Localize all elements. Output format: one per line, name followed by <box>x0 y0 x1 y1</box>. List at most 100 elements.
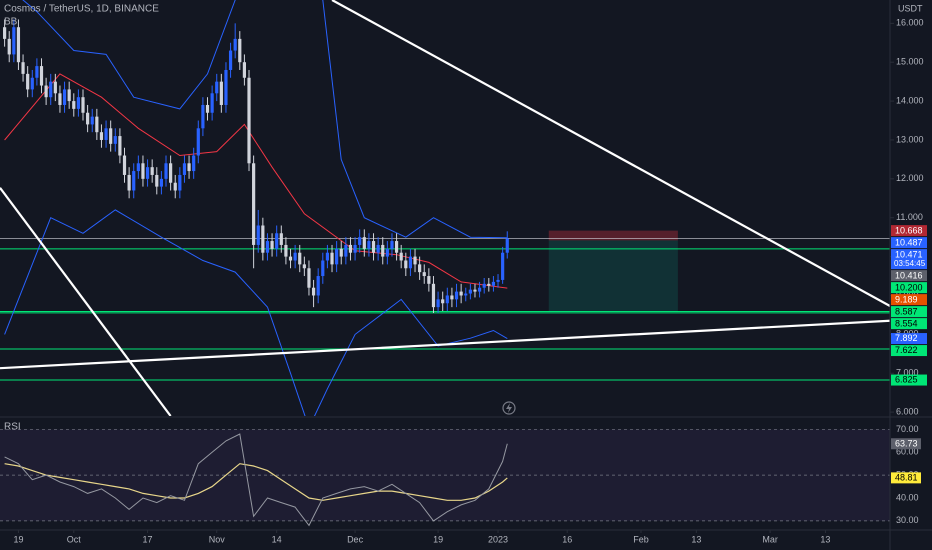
candle-body <box>187 163 191 172</box>
candle-body <box>3 27 7 39</box>
price-label-bg <box>891 282 927 294</box>
candle-body <box>76 97 80 109</box>
candle-body <box>136 163 140 172</box>
rsi-tick-label: 40.00 <box>896 492 919 502</box>
candle-body <box>505 238 509 253</box>
y-tick-label: 13.000 <box>896 134 924 144</box>
x-tick-label: 13 <box>820 534 830 544</box>
candle-body <box>118 136 122 156</box>
symbol-title: Cosmos / TetherUS, 1D, BINANCE <box>4 4 159 15</box>
x-tick-label: Oct <box>67 534 82 544</box>
candle-body <box>335 248 339 265</box>
candle-body <box>477 287 482 292</box>
candle-body <box>164 163 168 179</box>
candle-body <box>169 163 173 183</box>
price-label-bg <box>891 333 927 345</box>
candle-body <box>39 66 44 86</box>
candle-body <box>178 174 182 191</box>
candle-body <box>358 237 362 245</box>
trend-line <box>0 319 890 370</box>
candle-body <box>441 299 445 304</box>
price-label-bg <box>891 249 927 270</box>
price-pane <box>0 0 890 416</box>
candle-body <box>16 27 21 63</box>
candle-body <box>192 155 196 172</box>
rsi-label: 63.73 <box>895 439 918 449</box>
candle-body <box>205 104 210 113</box>
overlay-line <box>4 73 508 289</box>
y-tick-label: 6.000 <box>896 406 919 416</box>
candle-body <box>302 264 306 269</box>
candle-body <box>445 295 449 304</box>
candle-body <box>399 252 403 261</box>
candle-body <box>122 155 127 175</box>
candle-body <box>21 62 25 74</box>
price-label: 9.189 <box>895 294 918 304</box>
candle-body <box>431 283 436 308</box>
alert-icon[interactable] <box>502 401 516 415</box>
candle-body <box>238 38 242 63</box>
candle-body <box>215 81 219 94</box>
x-tick-label: 17 <box>143 534 153 544</box>
price-label: 10.200 <box>895 282 923 292</box>
candle-body <box>408 256 413 269</box>
rsi-title: RSI <box>4 422 21 433</box>
rsi-label: 48.81 <box>895 473 918 483</box>
candle-body <box>159 178 163 187</box>
candle-body <box>422 272 426 277</box>
price-label: 10.668 <box>895 225 923 235</box>
candle-body <box>233 38 237 51</box>
candle-body <box>450 295 454 300</box>
candle-body <box>196 128 200 156</box>
candle-body <box>53 81 57 94</box>
candle-body <box>418 264 422 273</box>
candle-body <box>261 225 265 253</box>
price-label: 7.622 <box>895 345 918 355</box>
overlay-line <box>22 0 508 239</box>
candle-body <box>210 93 214 113</box>
price-label: 8.587 <box>895 306 918 316</box>
icon-bolt[interactable] <box>506 403 512 413</box>
candle-body <box>86 112 90 125</box>
candle-body <box>58 93 62 105</box>
candle-body <box>468 289 472 294</box>
candle-body <box>459 291 463 296</box>
price-label-bg <box>891 318 927 330</box>
rsi-line <box>4 433 508 527</box>
candle-body <box>367 241 371 249</box>
y-tick-label: 12.000 <box>896 173 924 183</box>
candle-body <box>62 89 67 105</box>
price-label-bg <box>891 345 927 357</box>
x-tick-label: Nov <box>209 534 226 544</box>
candle-body <box>344 244 348 257</box>
candle-body <box>298 252 302 265</box>
y-tick-label: 16.000 <box>896 18 924 28</box>
candle-body <box>7 38 11 55</box>
rsi-ma-line <box>4 463 508 501</box>
candle-body <box>394 241 399 253</box>
candle-body <box>265 241 270 253</box>
candle-body <box>35 66 39 78</box>
candle-body <box>376 244 380 253</box>
y-tick-label: 7.000 <box>896 368 919 378</box>
candle-body <box>362 237 366 249</box>
price-label-bg <box>891 374 927 386</box>
icon-circle[interactable] <box>502 401 516 415</box>
position-reward <box>548 240 678 312</box>
candle-body <box>293 252 297 261</box>
candle-body <box>385 248 389 257</box>
candle-body <box>330 252 334 265</box>
candle-body <box>307 268 311 288</box>
x-tick-label: 16 <box>562 534 572 544</box>
candle-body <box>247 77 251 164</box>
price-label-bg <box>891 294 927 306</box>
candle-body <box>132 171 136 191</box>
candle-body <box>473 289 477 292</box>
price-label: 10.487 <box>895 237 923 247</box>
countdown-label: 03:54:45 <box>894 259 926 268</box>
candle-body <box>81 97 85 113</box>
candle-body <box>99 132 104 140</box>
candle-body <box>288 256 293 261</box>
